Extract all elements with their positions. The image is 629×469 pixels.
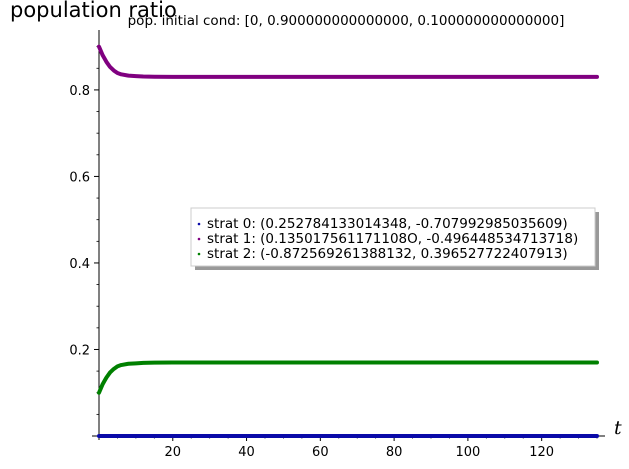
- legend-marker-strat-1: [197, 237, 201, 241]
- y-ticks: 0.2 0.4 0.6 0.8: [69, 46, 99, 415]
- series-line-strat-2: [97, 360, 599, 395]
- x-axis-label: t: [614, 417, 622, 439]
- x-tick-label: 100: [455, 445, 480, 460]
- y-tick-label: 0.6: [69, 170, 90, 185]
- x-tick-label: 40: [238, 445, 255, 460]
- series-line-strat-1: [97, 44, 599, 79]
- x-tick-label: 20: [165, 445, 182, 460]
- legend-marker-strat-2: [197, 252, 201, 256]
- x-tick-label: 120: [529, 445, 554, 460]
- x-tick-label: 60: [312, 445, 329, 460]
- y-axis-label: population ratio: [10, 0, 177, 22]
- y-tick-label: 0.2: [69, 343, 90, 358]
- legend: strat 0: (0.252784133014348, -0.70799298…: [190, 207, 599, 270]
- legend-label-strat-2: strat 2: (-0.872569261388132, 0.39652772…: [207, 246, 568, 262]
- legend-box: [190, 207, 596, 267]
- legend-label-strat-0: strat 0: (0.252784133014348, -0.70799298…: [207, 216, 568, 232]
- y-tick-label: 0.8: [69, 84, 90, 99]
- chart-title: pop. initial cond: [0, 0.900000000000000…: [128, 13, 565, 29]
- y-tick-label: 0.4: [69, 257, 90, 272]
- legend-entries: strat 0: (0.252784133014348, -0.70799298…: [197, 216, 578, 262]
- legend-label-strat-1: strat 1: (0.135017561171108O, -0.4964485…: [207, 231, 578, 247]
- series-layer: [97, 44, 599, 438]
- x-ticks: 20 40 60 80 100 120: [117, 436, 598, 460]
- x-tick-label: 80: [386, 445, 403, 460]
- legend-marker-strat-0: [197, 222, 201, 226]
